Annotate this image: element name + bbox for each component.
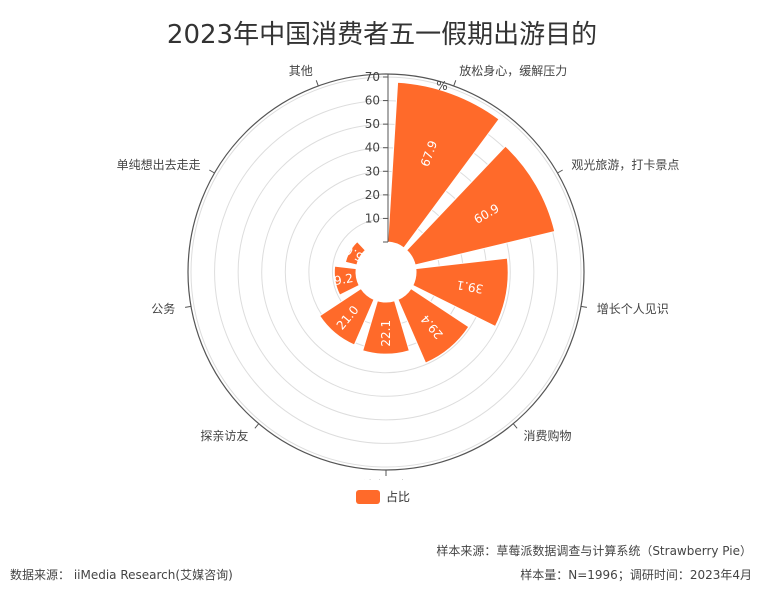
unit-label: % [436, 79, 447, 93]
bar-wedge [397, 287, 470, 364]
sample-source: 样本来源：草莓派数据调查与计算系统（Strawberry Pie） [436, 544, 752, 558]
legend[interactable]: 占比 [356, 488, 410, 505]
radial-tick-label: 50 [365, 117, 380, 131]
angle-tick [315, 80, 319, 87]
angle-tick [453, 80, 457, 87]
polar-bar-chart: 10203040506070%67.960.939.129.422.121.09… [117, 63, 680, 480]
value-label: 22.1 [379, 320, 393, 347]
category-label: 结交朋友 [362, 478, 410, 480]
bar-wedge [405, 145, 556, 266]
bar-wedge [362, 300, 410, 355]
grid-circle [190, 76, 582, 468]
bar-wedge [333, 265, 360, 296]
radial-tick-label: 10 [365, 211, 380, 225]
outer-circle [187, 73, 585, 471]
angle-tick [185, 305, 192, 308]
category-label: 增长个人见识 [597, 302, 669, 316]
category-label: 放松身心，缓解压力 [459, 63, 567, 78]
angle-tick [209, 169, 215, 174]
angle-tick [254, 423, 260, 429]
value-label: 0.1 [366, 232, 386, 255]
radial-tick-label: 40 [365, 141, 380, 155]
category-label: 公务 [151, 301, 175, 316]
category-label: 其他 [289, 64, 313, 78]
bar-wedge [344, 240, 367, 266]
data-source: 数据来源： iiMedia Research(艾媒咨询) [10, 568, 233, 582]
value-label: 9.2 [333, 271, 354, 288]
legend-label: 占比 [386, 490, 411, 504]
radial-tick-label: 70 [365, 70, 380, 84]
chart-title: 2023年中国消费者五一假期出游目的 [166, 20, 598, 50]
category-label: 单纯想出去走走 [117, 157, 201, 172]
angle-tick [557, 169, 563, 174]
radial-tick-label: 30 [365, 164, 380, 178]
radial-tick-label: 20 [365, 188, 380, 202]
category-label: 探亲访友 [200, 429, 248, 443]
angle-tick [580, 305, 587, 308]
bar-wedge [412, 257, 509, 328]
category-label: 观光旅游，打卡景点 [571, 158, 679, 172]
value-label: 39.1 [456, 278, 485, 296]
legend-swatch [356, 489, 380, 504]
category-label: 消费购物 [524, 428, 572, 443]
bar-wedge [387, 81, 500, 249]
radial-tick-label: 60 [365, 94, 380, 108]
bar-wedge [319, 287, 375, 346]
sample-size: 样本量：N=1996；调研时间：2023年4月 [520, 568, 752, 582]
angle-tick [512, 423, 518, 429]
